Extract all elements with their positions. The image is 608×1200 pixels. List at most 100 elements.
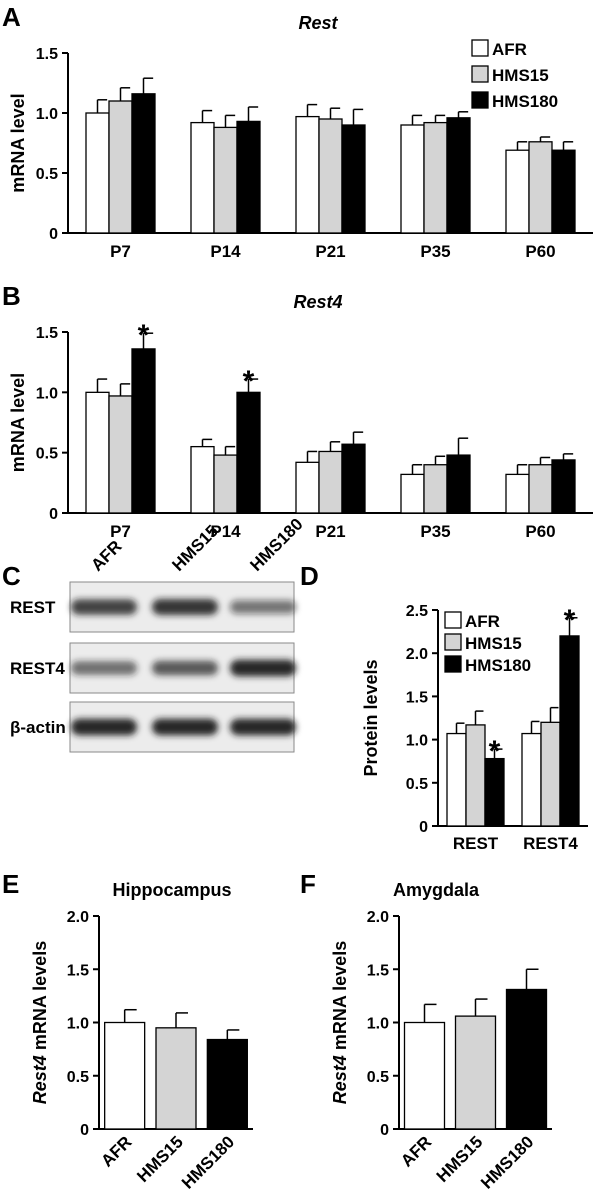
chart-a-legend-swatch-hms180 [471, 91, 489, 109]
chart-e-y-tick-label: 1.5 [67, 962, 89, 979]
panel-label-f: F [300, 869, 316, 899]
blot-band-actin-hms15 [152, 718, 218, 736]
chart-e-title: Hippocampus [112, 880, 231, 900]
chart-d-significance-marker: * [489, 735, 501, 768]
chart-f-amygdala: 00.51.01.52.0AFRHMS15HMS180AmygdalaRest4… [330, 880, 552, 1193]
chart-a-bar-p60-hms180 [551, 149, 576, 234]
blot-band-rest4-afr [71, 661, 137, 675]
chart-a-category-label-p7: P7 [110, 242, 131, 261]
chart-f-y-tick-label: 1.5 [367, 962, 389, 979]
chart-b-significance-marker: * [138, 319, 150, 352]
chart-a-y-tick-label: 0 [49, 226, 58, 243]
blot-band-actin-hms180 [230, 718, 296, 736]
chart-b-bar-p14-hms180 [236, 391, 261, 514]
chart-e-y-tick-label: 2.0 [67, 909, 89, 926]
chart-b-y-tick-label: 0.5 [36, 446, 58, 463]
chart-b-category-label-p7: P7 [110, 522, 131, 541]
western-blot-c: AFR HMS15 HMS180 REST REST4 β-actin [10, 515, 307, 753]
chart-f-y-tick-label: 2.0 [367, 909, 389, 926]
chart-f-y-tick-label: 1.0 [367, 1016, 389, 1033]
chart-d-bar-rest4-hms15 [540, 721, 561, 827]
chart-d-y-tick-label: 0.5 [406, 776, 428, 793]
chart-a-rest: 0 0.5 1.0 1.5 P7 P14 P21 P35 P60 Rest mRNA level AF… [8, 13, 593, 261]
chart-a-category-label-p35: P35 [420, 242, 450, 261]
chart-a-y-tick-label: 1.5 [36, 46, 58, 63]
chart-a-y-axis-label: mRNA level [8, 93, 28, 192]
chart-b-significance-marker: * [243, 365, 255, 398]
chart-e-y-axis-label: Rest4 mRNA levels [30, 941, 50, 1104]
blot-lane-label-afr: AFR [87, 537, 125, 575]
chart-a-category-label-p21: P21 [315, 242, 345, 261]
chart-e-category-label-afr: AFR [97, 1132, 135, 1170]
chart-b-category-label-p21: P21 [315, 522, 345, 541]
chart-a-bar-p35-afr [400, 124, 425, 234]
chart-a-bar-p7-afr [85, 112, 110, 234]
chart-f-category-label-hms180: HMS180 [477, 1132, 537, 1192]
chart-b-bar-p60-afr [505, 473, 530, 514]
chart-a-legend-label-hms15: HMS15 [492, 66, 549, 85]
chart-b-bar-p35-afr [400, 473, 425, 514]
chart-d-bar-rest-hms180 [484, 757, 505, 827]
blot-band-rest4-hms15 [152, 660, 218, 676]
chart-f-bar-hms180 [505, 988, 548, 1130]
chart-f-category-label-afr: AFR [397, 1132, 435, 1170]
chart-a-bar-p21-hms15 [318, 118, 343, 234]
chart-a-bar-p21-afr [295, 115, 320, 234]
chart-a-category-label-p60: P60 [525, 242, 555, 261]
chart-a-bar-p35-hms180 [446, 117, 471, 234]
blot-row-label-rest: REST [10, 598, 56, 617]
panel-label-a: A [2, 2, 21, 32]
chart-a-category-label-p14: P14 [210, 242, 241, 261]
chart-e-bar-hms15 [155, 1027, 197, 1130]
chart-a-legend-label-hms180: HMS180 [492, 92, 558, 111]
chart-b-y-tick-label: 1.5 [36, 325, 58, 342]
chart-b-y-axis-label: mRNA level [8, 373, 28, 472]
chart-b-rest4: 0 0.5 1.0 1.5 * P7 * P14 P21 P35 P60 Rest4 mRNA leve… [8, 292, 593, 541]
chart-a-bar-p21-hms180 [341, 124, 366, 234]
chart-b-category-label-p60: P60 [525, 522, 555, 541]
chart-b-title: Rest4 [293, 292, 342, 312]
chart-a-bar-p14-hms15 [213, 126, 238, 234]
chart-f-y-axis-label: Rest4 mRNA levels [330, 941, 350, 1104]
chart-d-y-tick-label: 2.0 [406, 646, 428, 663]
chart-a-bar-p35-hms15 [423, 121, 448, 234]
chart-e-category-label-hms180: HMS180 [178, 1132, 238, 1192]
chart-e-y-tick-label: 0 [80, 1122, 89, 1139]
panel-label-c: C [2, 561, 21, 591]
chart-f-title: Amygdala [393, 880, 480, 900]
chart-b-bar-p60-hms15 [528, 464, 553, 514]
chart-d-legend-swatch-hms180 [444, 655, 462, 673]
chart-d-category-label-rest: REST [453, 834, 499, 853]
chart-e-bar-hms180 [206, 1038, 248, 1130]
chart-a-y-tick-label: 0.5 [36, 166, 58, 183]
chart-d-y-tick-label: 2.5 [406, 603, 428, 620]
chart-b-y-tick-label: 1.0 [36, 385, 58, 402]
chart-d-bar-rest-afr [446, 732, 467, 827]
chart-e-hippocampus: 00.51.01.52.0AFRHMS15HMS180HippocampusRe… [30, 880, 253, 1193]
chart-a-legend-swatch-hms15 [471, 65, 489, 83]
chart-d-significance-marker: * [564, 604, 576, 637]
chart-d-legend-label-afr: AFR [465, 612, 500, 631]
chart-b-bar-p7-afr [85, 391, 110, 514]
blot-lane-label-hms180: HMS180 [246, 515, 306, 575]
chart-b-bar-p14-hms15 [213, 454, 238, 514]
chart-b-bar-p21-afr [295, 461, 320, 514]
chart-a-y-tick-label: 1.0 [36, 106, 58, 123]
chart-f-bar-hms15 [454, 1015, 497, 1130]
chart-e-y-tick-label: 0.5 [67, 1069, 89, 1086]
chart-d-y-tick-label: 0 [419, 819, 428, 836]
chart-a-legend-swatch-afr [471, 39, 489, 57]
chart-d-protein-levels: 0 0.5 1.0 1.5 2.0 2.5 * REST * REST4 Protein level… [361, 603, 588, 853]
blot-row-label-rest4: REST4 [10, 659, 65, 678]
chart-b-category-label-p35: P35 [420, 522, 450, 541]
chart-a-bar-p14-afr [190, 121, 215, 234]
blot-band-rest-afr [71, 599, 137, 615]
chart-f-y-tick-label: 0.5 [367, 1069, 389, 1086]
chart-b-y-tick-label: 0 [49, 506, 58, 523]
chart-d-y-tick-label: 1.5 [406, 689, 428, 706]
chart-b-category-label-p14: P14 [210, 522, 241, 541]
blot-band-rest-hms15 [152, 599, 218, 615]
chart-d-y-tick-label: 1.0 [406, 733, 428, 750]
chart-d-bar-rest4-hms180 [559, 635, 580, 827]
chart-b-bar-p14-afr [190, 445, 215, 514]
